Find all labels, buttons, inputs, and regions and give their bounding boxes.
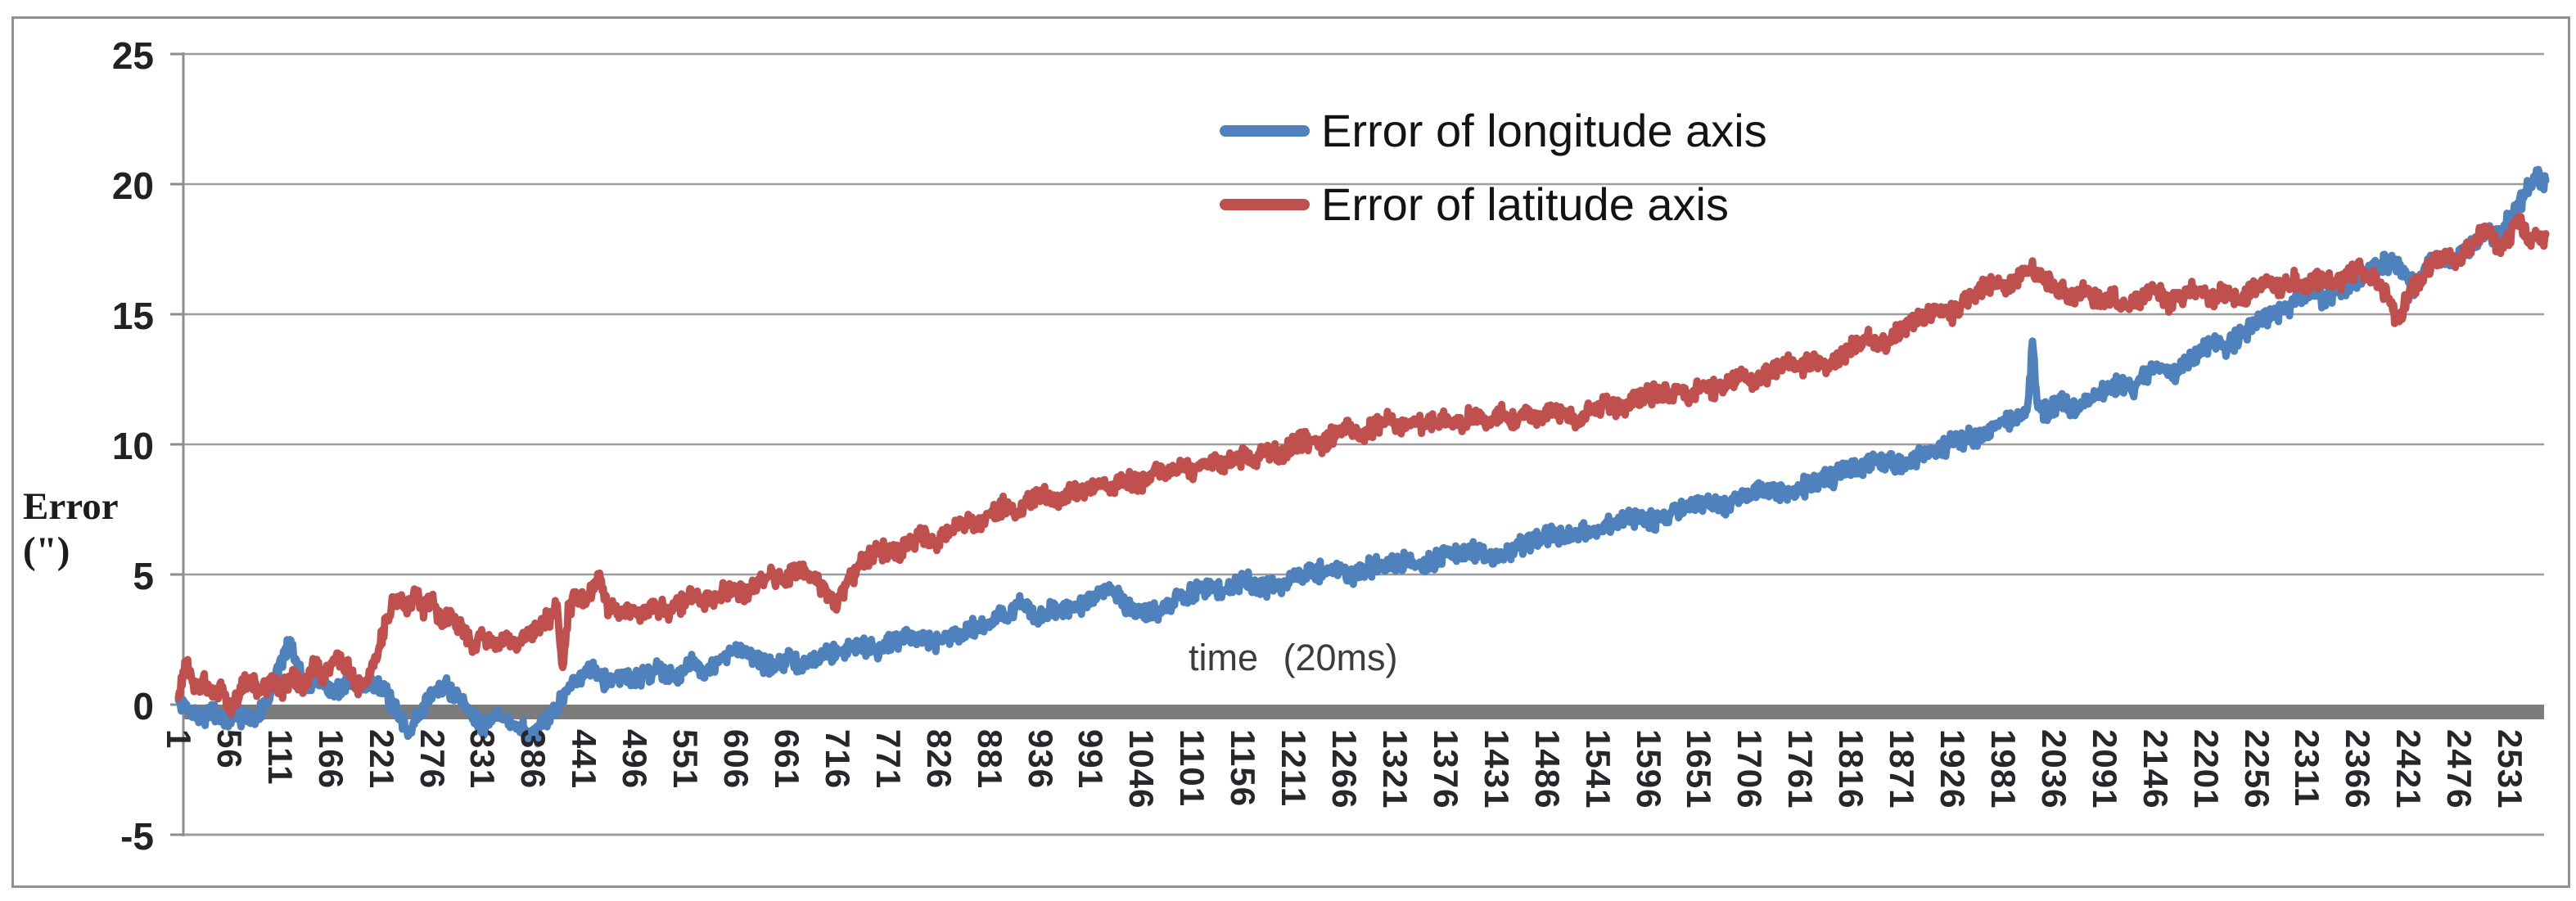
x-tick-label-2421: 2421 — [2389, 729, 2429, 809]
x-tick-label-496: 496 — [616, 729, 655, 790]
x-tick-label-111: 111 — [260, 729, 300, 786]
x-tick-label-1486: 1486 — [1527, 729, 1567, 809]
x-tick-label-1816: 1816 — [1832, 729, 1871, 809]
legend-label-latitude: Error of latitude axis — [1321, 178, 1729, 230]
x-tick-label-1: 1 — [160, 729, 198, 750]
x-tick-label-2531: 2531 — [2491, 729, 2530, 809]
x-tick-label-441: 441 — [565, 729, 604, 790]
x-tick-label-2366: 2366 — [2339, 729, 2378, 809]
y-tick-label-10: 10 — [111, 425, 154, 467]
x-tick-label-716: 716 — [818, 729, 857, 790]
x-tick-label-1431: 1431 — [1477, 729, 1516, 809]
x-tick-label-1101: 1101 — [1173, 729, 1212, 808]
series-line-latitude — [174, 213, 2550, 719]
legend: Error of longitude axis Error of latitud… — [1220, 105, 1767, 252]
x-tick-label-166: 166 — [311, 729, 350, 790]
x-tick-label-991: 991 — [1071, 729, 1111, 790]
x-axis-zero-line — [183, 705, 2544, 719]
y-tick-label-5: 5 — [133, 555, 154, 597]
x-tick-label-1046: 1046 — [1122, 729, 1162, 809]
x-tick-label-221: 221 — [362, 729, 401, 790]
x-tick-label-2036: 2036 — [2034, 729, 2073, 809]
x-tick-label-881: 881 — [970, 729, 1009, 790]
y-axis-title-line2: (") — [23, 529, 70, 572]
x-tick-label-1596: 1596 — [1629, 729, 1668, 809]
x-tick-label-2201: 2201 — [2186, 729, 2226, 809]
x-tick-label-56: 56 — [210, 729, 249, 769]
y-axis-title-line1: Error — [23, 485, 119, 528]
x-tick-label-276: 276 — [413, 729, 452, 790]
y-tick-label-15: 15 — [111, 295, 154, 337]
y-tick-label-0: 0 — [133, 685, 154, 728]
x-tick-label-1981: 1981 — [1983, 729, 2023, 809]
x-tick-label-1266: 1266 — [1325, 729, 1365, 809]
x-tick-label-826: 826 — [919, 729, 959, 790]
legend-item-latitude: Error of latitude axis — [1220, 178, 1767, 231]
legend-label-longitude: Error of longitude axis — [1321, 105, 1767, 156]
x-tick-label-1376: 1376 — [1426, 729, 1465, 809]
x-tick-label-2091: 2091 — [2085, 729, 2124, 809]
x-tick-label-2256: 2256 — [2237, 729, 2276, 809]
y-tick-label-20: 20 — [111, 164, 154, 207]
x-tick-label-606: 606 — [717, 729, 756, 790]
legend-swatch-blue-line — [1220, 125, 1310, 137]
x-tick-label-1926: 1926 — [1933, 729, 1973, 809]
series-line-longitude — [174, 165, 2550, 748]
x-tick-label-1651: 1651 — [1680, 729, 1719, 809]
x-tick-label-1321: 1321 — [1375, 729, 1414, 809]
x-tick-label-936: 936 — [1021, 729, 1060, 790]
y-tick-label--5: -5 — [120, 815, 154, 858]
x-tick-label-1211: 1211 — [1274, 729, 1314, 808]
legend-item-longitude: Error of longitude axis — [1220, 105, 1767, 157]
x-axis-title: time (20ms) — [1189, 637, 1398, 678]
x-tick-label-2476: 2476 — [2440, 729, 2479, 809]
x-tick-label-661: 661 — [767, 729, 806, 790]
x-tick-label-2146: 2146 — [2136, 729, 2175, 809]
x-tick-label-771: 771 — [868, 729, 908, 790]
x-tick-label-1871: 1871 — [1883, 729, 1922, 809]
y-tick-label-25: 25 — [111, 34, 154, 77]
legend-swatch-red-line — [1220, 199, 1310, 210]
x-tick-label-551: 551 — [666, 729, 706, 790]
x-tick-label-1156: 1156 — [1224, 729, 1263, 808]
x-tick-label-331: 331 — [463, 729, 503, 790]
x-tick-label-1706: 1706 — [1730, 729, 1770, 809]
x-tick-label-1541: 1541 — [1578, 729, 1617, 809]
x-tick-label-2311: 2311 — [2288, 729, 2327, 808]
x-tick-label-1761: 1761 — [1781, 729, 1820, 809]
y-axis-title: Error (") — [23, 484, 119, 573]
x-tick-label-386: 386 — [514, 729, 553, 790]
